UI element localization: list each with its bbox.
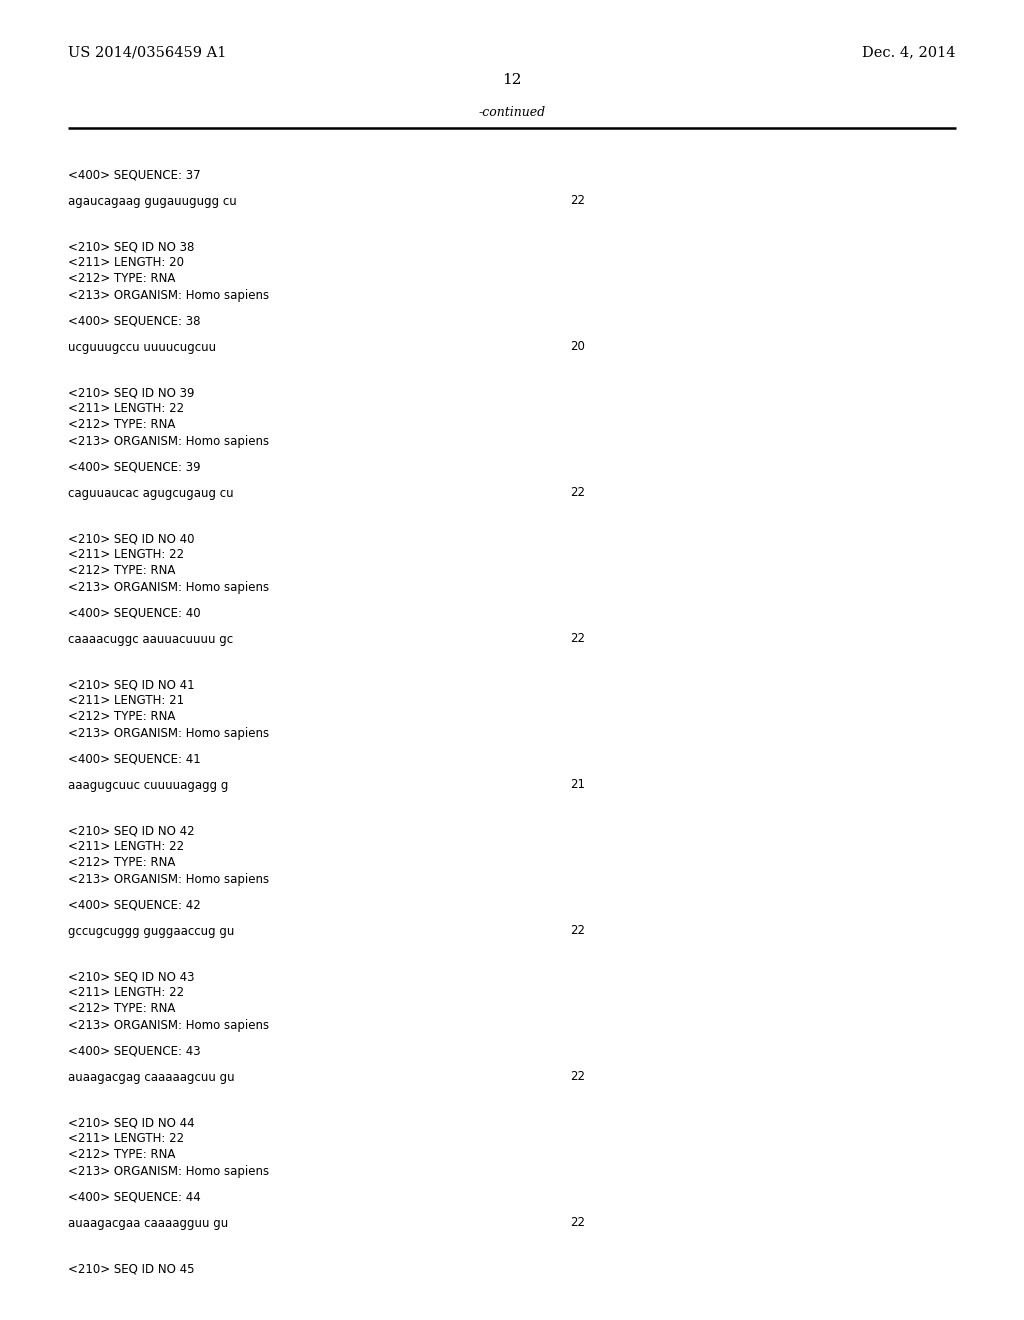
Text: <210> SEQ ID NO 44: <210> SEQ ID NO 44: [68, 1117, 195, 1130]
Text: <212> TYPE: RNA: <212> TYPE: RNA: [68, 710, 175, 723]
Text: <212> TYPE: RNA: <212> TYPE: RNA: [68, 565, 175, 578]
Text: <212> TYPE: RNA: <212> TYPE: RNA: [68, 857, 175, 870]
Text: auaagacgaa caaaagguu gu: auaagacgaa caaaagguu gu: [68, 1217, 228, 1229]
Text: <213> ORGANISM: Homo sapiens: <213> ORGANISM: Homo sapiens: [68, 1164, 269, 1177]
Text: 22: 22: [570, 924, 585, 937]
Text: <210> SEQ ID NO 43: <210> SEQ ID NO 43: [68, 970, 195, 983]
Text: <213> ORGANISM: Homo sapiens: <213> ORGANISM: Homo sapiens: [68, 873, 269, 886]
Text: <400> SEQUENCE: 39: <400> SEQUENCE: 39: [68, 461, 201, 474]
Text: 22: 22: [570, 487, 585, 499]
Text: <210> SEQ ID NO 41: <210> SEQ ID NO 41: [68, 678, 195, 692]
Text: <211> LENGTH: 21: <211> LENGTH: 21: [68, 694, 184, 708]
Text: 22: 22: [570, 632, 585, 645]
Text: 12: 12: [502, 73, 522, 87]
Text: <213> ORGANISM: Homo sapiens: <213> ORGANISM: Homo sapiens: [68, 434, 269, 447]
Text: <400> SEQUENCE: 41: <400> SEQUENCE: 41: [68, 752, 201, 766]
Text: <210> SEQ ID NO 38: <210> SEQ ID NO 38: [68, 240, 195, 253]
Text: <211> LENGTH: 22: <211> LENGTH: 22: [68, 549, 184, 561]
Text: <211> LENGTH: 22: <211> LENGTH: 22: [68, 986, 184, 999]
Text: <211> LENGTH: 20: <211> LENGTH: 20: [68, 256, 184, 269]
Text: <400> SEQUENCE: 44: <400> SEQUENCE: 44: [68, 1191, 201, 1204]
Text: <400> SEQUENCE: 38: <400> SEQUENCE: 38: [68, 314, 201, 327]
Text: <213> ORGANISM: Homo sapiens: <213> ORGANISM: Homo sapiens: [68, 1019, 269, 1031]
Text: gccugcuggg guggaaccug gu: gccugcuggg guggaaccug gu: [68, 924, 234, 937]
Text: <400> SEQUENCE: 43: <400> SEQUENCE: 43: [68, 1044, 201, 1057]
Text: <213> ORGANISM: Homo sapiens: <213> ORGANISM: Homo sapiens: [68, 726, 269, 739]
Text: <210> SEQ ID NO 45: <210> SEQ ID NO 45: [68, 1262, 195, 1275]
Text: <211> LENGTH: 22: <211> LENGTH: 22: [68, 841, 184, 854]
Text: ucguuugccu uuuucugcuu: ucguuugccu uuuucugcuu: [68, 341, 216, 354]
Text: <212> TYPE: RNA: <212> TYPE: RNA: [68, 1002, 175, 1015]
Text: <400> SEQUENCE: 42: <400> SEQUENCE: 42: [68, 899, 201, 912]
Text: <212> TYPE: RNA: <212> TYPE: RNA: [68, 1148, 175, 1162]
Text: <400> SEQUENCE: 37: <400> SEQUENCE: 37: [68, 169, 201, 181]
Text: <213> ORGANISM: Homo sapiens: <213> ORGANISM: Homo sapiens: [68, 289, 269, 301]
Text: <212> TYPE: RNA: <212> TYPE: RNA: [68, 272, 175, 285]
Text: 22: 22: [570, 1071, 585, 1084]
Text: <211> LENGTH: 22: <211> LENGTH: 22: [68, 403, 184, 416]
Text: auaagacgag caaaaagcuu gu: auaagacgag caaaaagcuu gu: [68, 1071, 234, 1084]
Text: aaagugcuuc cuuuuagagg g: aaagugcuuc cuuuuagagg g: [68, 779, 228, 792]
Text: Dec. 4, 2014: Dec. 4, 2014: [862, 45, 956, 59]
Text: 22: 22: [570, 1217, 585, 1229]
Text: <400> SEQUENCE: 40: <400> SEQUENCE: 40: [68, 606, 201, 619]
Text: -continued: -continued: [478, 106, 546, 119]
Text: <213> ORGANISM: Homo sapiens: <213> ORGANISM: Homo sapiens: [68, 581, 269, 594]
Text: caguuaucac agugcugaug cu: caguuaucac agugcugaug cu: [68, 487, 233, 499]
Text: <211> LENGTH: 22: <211> LENGTH: 22: [68, 1133, 184, 1146]
Text: <210> SEQ ID NO 40: <210> SEQ ID NO 40: [68, 532, 195, 545]
Text: caaaacuggc aauuacuuuu gc: caaaacuggc aauuacuuuu gc: [68, 632, 233, 645]
Text: 21: 21: [570, 779, 585, 792]
Text: agaucagaag gugauugugg cu: agaucagaag gugauugugg cu: [68, 194, 237, 207]
Text: 22: 22: [570, 194, 585, 207]
Text: 20: 20: [570, 341, 585, 354]
Text: US 2014/0356459 A1: US 2014/0356459 A1: [68, 45, 226, 59]
Text: <212> TYPE: RNA: <212> TYPE: RNA: [68, 418, 175, 432]
Text: <210> SEQ ID NO 39: <210> SEQ ID NO 39: [68, 387, 195, 400]
Text: <210> SEQ ID NO 42: <210> SEQ ID NO 42: [68, 825, 195, 837]
